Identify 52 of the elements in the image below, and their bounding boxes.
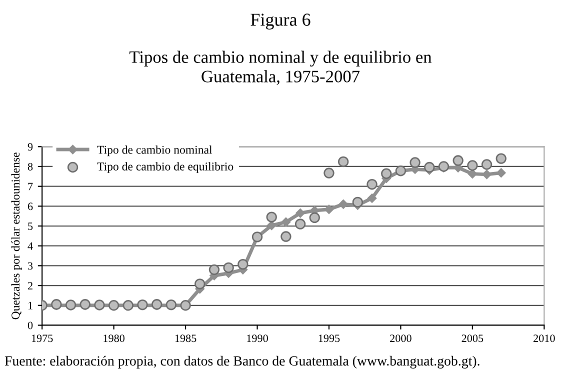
point [280, 231, 292, 242]
x-tick-label: 1990 [247, 334, 268, 342]
point [467, 160, 478, 171]
point [238, 258, 248, 270]
point [482, 170, 492, 180]
legend-label: Tipo de cambio nominal [97, 145, 212, 156]
x-tick-label: 2005 [462, 334, 484, 342]
point [309, 212, 320, 224]
point [324, 168, 334, 178]
x-tick-label: 2010 [534, 334, 555, 342]
y-tick-label: 5 [28, 222, 33, 230]
point [324, 204, 334, 214]
point [452, 155, 464, 166]
x-tick-label: 1995 [318, 334, 340, 342]
point [481, 159, 492, 170]
y-tick-label: 4 [28, 242, 33, 250]
y-tick-label: 8 [28, 162, 33, 170]
point [410, 157, 420, 168]
point [208, 264, 220, 276]
point [194, 278, 206, 290]
point [294, 218, 306, 230]
source-note: Fuente: elaboración propia, con datos de Banco de Guatemala (www.banguat.gob.gt). [4, 356, 480, 368]
x-tick-label: 2000 [390, 334, 412, 342]
point [296, 208, 305, 218]
point [266, 220, 276, 230]
chart-title: Figura 6 [250, 14, 310, 30]
y-axis-title: Quetzales por dólar estadounidense [11, 152, 22, 320]
point [338, 156, 349, 168]
x-tick-label: 1975 [32, 334, 53, 342]
point [281, 217, 291, 227]
y-tick-label: 7 [28, 182, 33, 190]
legend-label: Tipo de cambio de equilibrio [97, 162, 234, 173]
y-tick-label: 3 [28, 262, 33, 270]
chart-subtitle: Tipos de cambio nominal y de equilibrio en Guatemala, 1975-2007 [129, 50, 432, 85]
point [468, 169, 478, 178]
x-tick-label: 1980 [104, 334, 124, 342]
y-tick-label: 2 [28, 282, 32, 290]
y-tick-label: 6 [28, 202, 33, 210]
point [366, 178, 378, 190]
y-tick-label: 1 [28, 302, 32, 310]
point [352, 196, 364, 208]
point [367, 194, 377, 203]
y-tick-label: 9 [28, 143, 33, 151]
x-tick-label: 1985 [175, 334, 196, 342]
y-tick-label: 0 [28, 322, 33, 330]
point [223, 262, 234, 274]
point [424, 162, 435, 173]
point [496, 168, 506, 178]
point [381, 168, 392, 179]
point [496, 153, 506, 164]
point [266, 212, 277, 222]
point [338, 200, 348, 209]
